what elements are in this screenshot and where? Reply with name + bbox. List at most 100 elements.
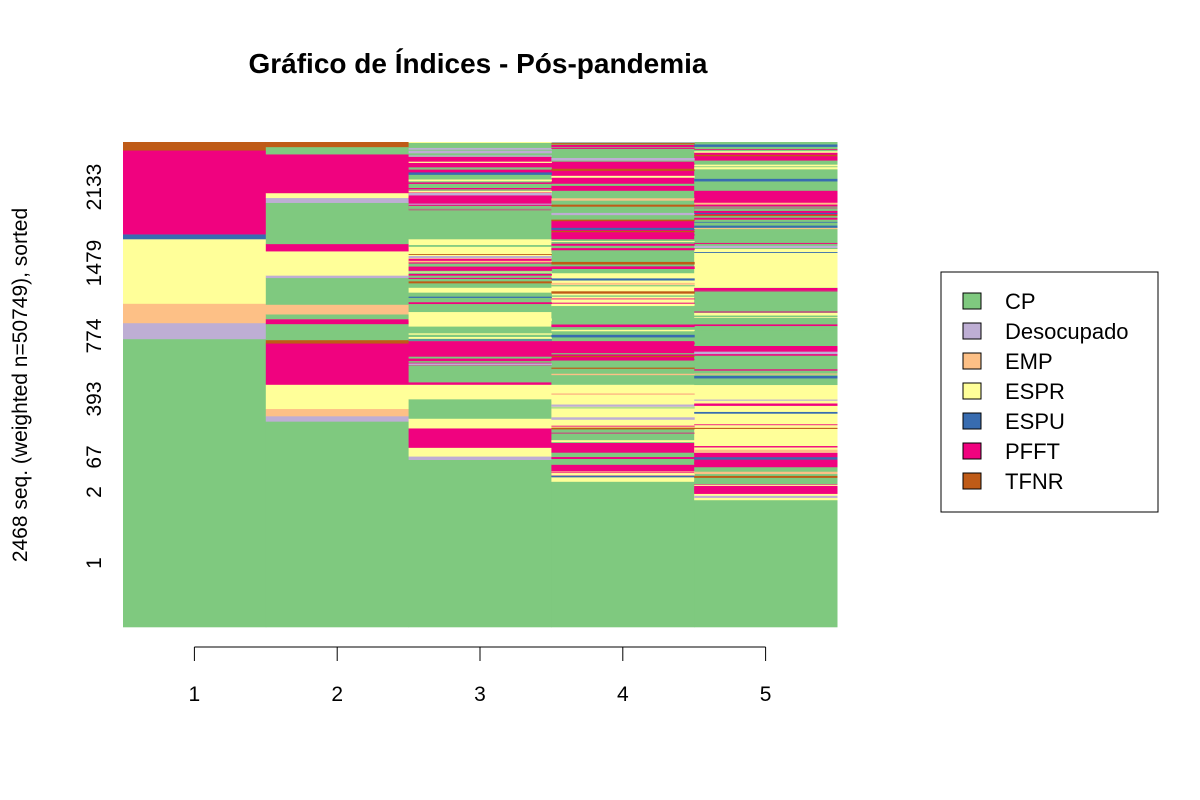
- legend-label-cp: CP: [1005, 289, 1036, 314]
- segment-t2-espr: [265, 192, 410, 199]
- stripe-t5-emp: [694, 373, 838, 375]
- y-tick-label: 67: [83, 445, 106, 468]
- stripe-t3-espr: [408, 190, 552, 193]
- stripe-t5-espu: [694, 212, 838, 214]
- stripe-t5-tfnr: [694, 427, 838, 429]
- stripe-t4-cp: [551, 183, 695, 186]
- x-axis: 1 2 3 4 5: [189, 646, 772, 706]
- segment-t4-pfft: [551, 442, 695, 453]
- stripe-t4-desocupado: [551, 417, 695, 420]
- stripe-t3-espu: [408, 172, 552, 175]
- stripe-t5-pfft: [694, 287, 838, 291]
- stripe-t5-tfnr: [694, 214, 838, 217]
- stripe-t4-emp: [551, 282, 695, 285]
- stripe-t3-desocupado: [408, 255, 552, 259]
- x-tick-label: 1: [189, 683, 201, 706]
- stripe-t5-pfft: [694, 424, 838, 426]
- legend-swatch-pfft: [962, 442, 982, 460]
- stripe-t5-espu: [694, 221, 838, 223]
- stripe-t4-tfnr: [551, 231, 695, 233]
- segment-t2-emp: [265, 408, 410, 417]
- stripe-t4-pfft: [551, 147, 695, 149]
- stripe-t4-cp: [551, 295, 695, 297]
- legend: CP Desocupado EMP ESPR ESPU PFFT TFNR: [940, 271, 1159, 513]
- segment-t2-pfft: [265, 319, 410, 325]
- stripe-t5-emp: [694, 449, 838, 453]
- x-tick-label: 2: [331, 683, 343, 706]
- stripe-t5-desocupado: [694, 495, 838, 498]
- stripe-t4-tfnr: [551, 204, 695, 207]
- segment-t2-tfnr: [265, 142, 410, 148]
- stripe-t5-pfft: [694, 462, 838, 464]
- legend-label-espr: ESPR: [1005, 379, 1065, 404]
- y-tick-label: 2: [83, 486, 106, 498]
- x-tick-label: 3: [474, 683, 486, 706]
- stripe-t4-cp: [551, 285, 695, 287]
- stripe-t3-espr: [408, 252, 552, 254]
- stripe-t4-tfnr: [551, 143, 695, 145]
- segment-t4-espr: [551, 476, 695, 482]
- segment-t1-tfnr: [123, 142, 267, 151]
- segment-t2-pfft: [265, 154, 410, 194]
- segment-t3-cp: [408, 459, 552, 628]
- segment-t3-cp: [408, 365, 552, 383]
- chart-title: Gráfico de Índices - Pós-pandemia: [248, 48, 707, 79]
- stripe-t5-espu: [694, 375, 838, 379]
- stripe-t5-cp: [694, 208, 838, 211]
- legend-label-pfft: PFFT: [1005, 439, 1060, 464]
- segment-t2-desocupado: [265, 197, 410, 203]
- stripe-t4-emp: [551, 393, 695, 395]
- segment-t4-espr: [551, 272, 695, 308]
- stripe-t4-tfnr: [551, 367, 695, 369]
- stripe-t4-pfft: [551, 457, 695, 459]
- stripe-t3-pfft: [408, 182, 552, 184]
- legend-swatch-desocupado: [962, 322, 982, 340]
- stripe-t5-cp: [694, 206, 838, 208]
- stripe-t3-cp: [408, 264, 552, 267]
- stripe-t3-emp: [408, 260, 552, 263]
- segment-t2-pfft: [265, 343, 410, 385]
- segment-t3-espr: [408, 384, 552, 400]
- stripe-t4-espr: [551, 471, 695, 473]
- stripe-t3-pfft: [408, 196, 552, 200]
- stripe-t4-pfft: [551, 248, 695, 251]
- stripe-t4-espu: [551, 227, 695, 230]
- stripe-t3-cp: [408, 205, 552, 209]
- stripe-t3-espr: [408, 337, 552, 339]
- y-tick-label: 1: [83, 557, 106, 569]
- stripe-t4-emp: [551, 198, 695, 201]
- stripe-t5-cp: [694, 356, 838, 360]
- stripe-t4-desocupado: [551, 212, 695, 216]
- stripe-t3-espr: [408, 161, 552, 163]
- stripe-t3-desocupado: [408, 192, 552, 196]
- segment-t3-cp: [408, 399, 552, 419]
- stripe-t5-cp: [694, 382, 838, 386]
- stripe-t5-pfft: [694, 453, 838, 455]
- stripe-t5-pfft: [694, 369, 838, 371]
- stripe-t5-pfft: [694, 446, 838, 448]
- stripe-t3-cp: [408, 176, 552, 179]
- stripe-t4-pfft: [551, 234, 695, 236]
- stripe-t4-espr: [551, 396, 695, 399]
- segment-t3-espr: [408, 287, 552, 293]
- stripe-t4-espr: [551, 329, 695, 332]
- segment-t2-cp: [265, 421, 410, 628]
- stripe-t4-pfft: [551, 432, 695, 434]
- stripe-t5-espr: [694, 484, 838, 486]
- segment-t1-pfft: [123, 150, 267, 235]
- segment-t1-cp: [123, 338, 267, 628]
- stripe-t4-pfft: [551, 243, 695, 246]
- stripe-t4-cp: [551, 407, 695, 409]
- stripe-t5-espu: [694, 252, 838, 253]
- stripe-t3-pfft: [408, 277, 552, 279]
- stripe-t5-pfft: [694, 324, 838, 327]
- stripe-t3-espr: [408, 271, 552, 273]
- stripe-t5-cp: [694, 160, 838, 163]
- segment-t3-cp: [408, 209, 552, 240]
- stripe-t4-cp: [551, 380, 695, 383]
- x-tick-label: 5: [760, 683, 772, 706]
- segment-t2-cp: [265, 323, 410, 341]
- stripe-t5-pfft: [694, 149, 838, 150]
- segment-t2-pfft: [265, 243, 410, 252]
